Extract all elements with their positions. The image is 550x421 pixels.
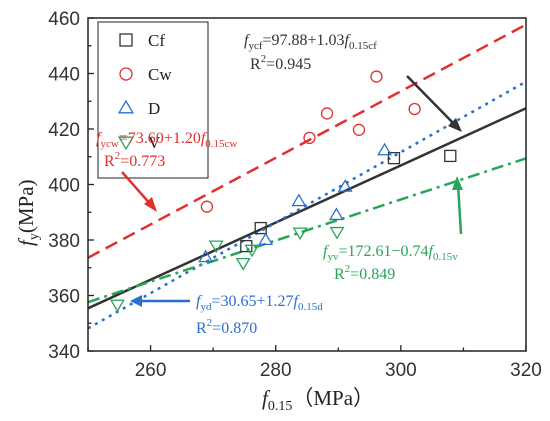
annotation-v-equation: fyv=172.61−0.74f0.15v — [323, 243, 458, 263]
annotation-cf-arrowhead — [448, 118, 462, 132]
data-point-d — [291, 193, 307, 207]
data-point-v — [292, 227, 308, 241]
data-point-cw — [200, 200, 214, 213]
data-point-d — [328, 207, 344, 221]
annotation-cf-equation: fycf=97.88+1.03f0.15cf — [244, 32, 377, 52]
annotation-cw-arrow — [121, 171, 153, 207]
y-tick-label: 340 — [48, 342, 80, 363]
annotation-v-r2: R2=0.849 — [334, 263, 395, 283]
annotation-cw-arrowhead — [144, 197, 157, 212]
data-point-d — [377, 142, 393, 156]
y-tick-label: 360 — [48, 287, 80, 308]
annotation-d-r2: R2=0.870 — [196, 317, 257, 337]
legend-marker-cw — [119, 67, 133, 81]
fit-line-cw — [87, 23, 527, 259]
data-point-v — [208, 240, 224, 254]
data-point-cf — [254, 221, 267, 235]
legend-marker-v — [117, 136, 135, 151]
annotation-d: fyd=30.65+1.27f0.15d R2=0.870 — [130, 293, 323, 337]
data-points — [109, 70, 457, 313]
x-tick-label: 320 — [510, 360, 542, 381]
fit-line-cf — [87, 107, 527, 310]
data-point-d — [198, 249, 214, 263]
legend-marker-d — [117, 99, 135, 114]
y-tick-label: 380 — [48, 231, 80, 252]
annotation-v: fyv=172.61−0.74f0.15v R2=0.849 — [323, 176, 463, 283]
annotation-d-arrowhead — [130, 295, 142, 307]
y-tick-label: 400 — [48, 176, 80, 197]
data-point-v — [329, 226, 345, 240]
data-point-v — [235, 257, 251, 271]
x-axis-title: f0.15（MPa） — [262, 386, 374, 414]
annotation-cf: fycf=97.88+1.03f0.15cf R2=0.945 — [244, 32, 462, 132]
data-point-v — [109, 299, 125, 313]
annotation-cw-equation: fycw=73.60+1.20f0.15cw — [96, 130, 237, 150]
legend-label-cf: Cf — [148, 31, 165, 50]
data-point-cw — [352, 123, 366, 136]
data-point-cw — [370, 70, 383, 83]
legend-marker-cf — [119, 33, 133, 47]
legend-label-v: V — [148, 133, 161, 152]
y-tick-label: 420 — [48, 120, 80, 141]
annotation-d-equation: fyd=30.65+1.27f0.15d — [196, 293, 323, 313]
axis-ticks: 260 280 300 320 340 360 380 400 420 440 460 — [48, 9, 542, 381]
data-point-d — [258, 232, 274, 246]
data-point-v — [244, 244, 260, 258]
data-point-cf — [444, 149, 457, 163]
data-point-cw — [408, 102, 421, 116]
annotation-cf-r2: R2=0.945 — [250, 53, 311, 73]
y-axis-title: fy(MPa) — [14, 179, 42, 246]
annotation-cw-r2: R2=0.773 — [104, 150, 165, 170]
annotation-v-arrow — [456, 183, 463, 235]
annotation-v-arrowhead — [452, 176, 463, 190]
y-tick-label: 460 — [48, 9, 80, 30]
data-point-cw — [303, 131, 316, 145]
x-tick-label: 300 — [385, 360, 417, 381]
legend-label-cw: Cw — [148, 65, 172, 84]
x-tick-label: 260 — [135, 360, 167, 381]
legend: Cf Cw DV — [97, 21, 209, 179]
y-tick-label: 440 — [48, 65, 80, 86]
data-point-cf — [240, 239, 253, 253]
data-point-cf — [387, 151, 401, 165]
annotation-cw: fycw=73.60+1.20f0.15cw R2=0.773 — [96, 130, 237, 212]
legend-label-d: D — [148, 99, 160, 118]
fit-line-v — [87, 157, 527, 304]
annotation-cf-arrow — [406, 75, 458, 128]
legend-box — [97, 21, 209, 179]
data-point-cw — [320, 107, 334, 120]
x-tick-label: 280 — [260, 360, 292, 381]
data-point-d — [337, 179, 353, 192]
